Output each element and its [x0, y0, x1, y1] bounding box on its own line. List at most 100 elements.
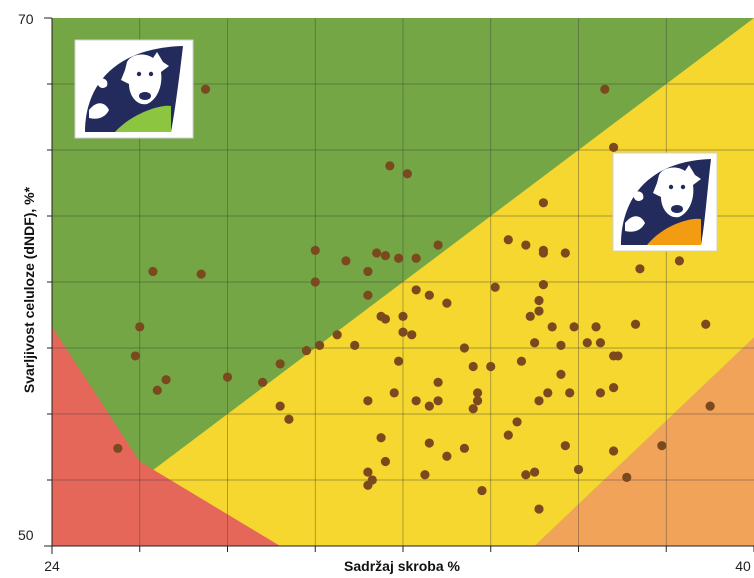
data-point	[477, 485, 487, 496]
data-point	[622, 472, 632, 482]
data-point	[196, 269, 206, 279]
data-point	[538, 248, 549, 258]
data-point	[200, 84, 211, 94]
data-point	[315, 340, 325, 350]
data-point	[459, 443, 470, 453]
data-point	[385, 161, 395, 171]
data-point	[613, 351, 623, 361]
data-point	[433, 396, 443, 406]
data-point	[380, 456, 391, 467]
data-point	[705, 401, 715, 411]
data-point	[275, 401, 285, 411]
data-point	[609, 446, 619, 456]
data-point	[363, 480, 373, 490]
data-point	[332, 330, 342, 340]
data-point	[394, 253, 404, 263]
data-point	[591, 322, 601, 332]
cow-logo-orange-icon	[612, 152, 718, 252]
data-point	[301, 346, 312, 356]
data-point	[503, 430, 513, 440]
x-tick-label-left: 24	[44, 558, 60, 574]
data-point	[411, 253, 421, 263]
data-point	[560, 441, 570, 451]
data-point	[398, 327, 408, 337]
y-tick-label-bottom: 50	[18, 527, 34, 543]
data-point	[538, 198, 549, 208]
data-point	[582, 338, 592, 348]
data-point	[525, 311, 535, 321]
data-point	[468, 404, 478, 414]
points-layer	[113, 84, 715, 514]
data-point	[284, 414, 294, 424]
data-point	[310, 277, 320, 287]
data-point	[543, 388, 553, 398]
orange-zone	[534, 337, 754, 546]
data-point	[547, 322, 557, 332]
data-point	[486, 361, 496, 372]
data-point	[521, 240, 531, 250]
y-tick-label-top: 70	[18, 11, 34, 27]
data-point	[468, 361, 478, 372]
data-point	[560, 248, 570, 258]
data-point	[556, 369, 566, 379]
data-point	[148, 266, 158, 277]
data-point	[674, 256, 685, 266]
data-point	[609, 383, 619, 393]
data-point	[442, 451, 452, 461]
data-point	[635, 264, 645, 274]
data-point	[275, 359, 285, 369]
data-point	[657, 441, 667, 451]
data-point	[433, 377, 443, 387]
data-point	[380, 314, 391, 324]
data-point	[516, 356, 527, 366]
data-point	[433, 240, 443, 250]
data-point	[530, 338, 540, 348]
data-point	[701, 319, 711, 329]
data-point	[530, 467, 540, 477]
data-point	[595, 388, 606, 398]
data-point	[534, 306, 544, 316]
data-point	[161, 375, 171, 385]
data-point	[503, 235, 513, 245]
data-point	[398, 311, 408, 321]
data-point	[569, 322, 579, 332]
data-point	[350, 340, 360, 350]
data-point	[363, 266, 373, 277]
red-zone	[52, 326, 281, 546]
data-point	[424, 290, 434, 300]
data-point	[595, 338, 606, 348]
data-point	[459, 343, 470, 353]
data-point	[534, 504, 544, 514]
data-point	[310, 245, 320, 255]
x-tick-label-right: 40	[735, 558, 751, 574]
data-point	[538, 280, 549, 290]
data-point	[565, 388, 575, 398]
data-point	[556, 340, 566, 350]
y-axis-label: Svarljivost celuloze (dNDF), %*	[21, 186, 37, 393]
data-point	[402, 169, 412, 179]
data-point	[573, 464, 584, 475]
data-point	[407, 330, 417, 340]
data-point	[152, 385, 162, 395]
data-point	[363, 290, 373, 300]
data-point	[472, 396, 483, 406]
data-point	[424, 438, 434, 448]
data-point	[521, 470, 531, 480]
cow-logo-green-icon	[74, 39, 194, 139]
data-point	[394, 356, 404, 366]
data-point	[420, 470, 430, 480]
data-point	[113, 443, 123, 453]
x-axis-label: Sadržaj skroba %	[344, 558, 460, 574]
data-point	[372, 248, 382, 258]
data-point	[363, 396, 373, 406]
data-point	[258, 377, 268, 387]
data-point	[534, 295, 544, 306]
data-point	[630, 319, 641, 329]
data-point	[380, 251, 391, 261]
data-point	[442, 298, 452, 308]
data-point	[389, 388, 399, 398]
data-point	[341, 256, 351, 266]
data-point	[411, 285, 421, 295]
data-point	[609, 142, 619, 152]
